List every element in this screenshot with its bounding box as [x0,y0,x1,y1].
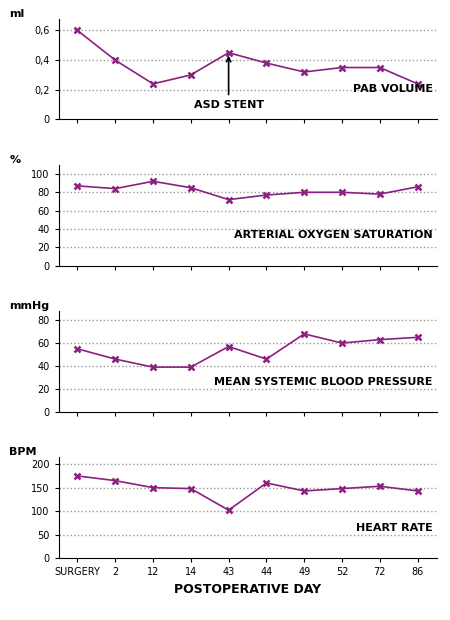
Text: ml: ml [9,9,25,19]
Text: mmHg: mmHg [9,301,50,311]
Text: ASD STENT: ASD STENT [194,57,264,110]
Text: MEAN SYSTEMIC BLOOD PRESSURE: MEAN SYSTEMIC BLOOD PRESSURE [214,376,433,386]
Text: HEART RATE: HEART RATE [356,523,433,533]
Text: %: % [9,155,21,165]
Text: ARTERIAL OXYGEN SATURATION: ARTERIAL OXYGEN SATURATION [234,231,433,241]
Text: PAB VOLUME: PAB VOLUME [353,84,433,94]
Text: BPM: BPM [9,447,37,457]
X-axis label: POSTOPERATIVE DAY: POSTOPERATIVE DAY [174,583,321,596]
